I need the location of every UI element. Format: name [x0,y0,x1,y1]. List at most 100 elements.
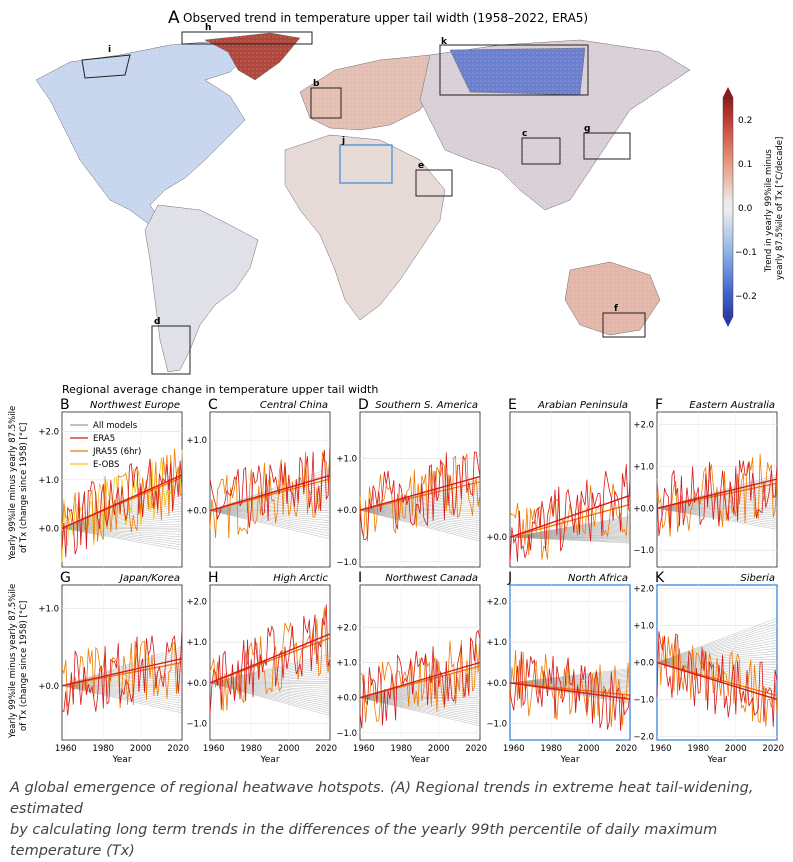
xtick-label: 1980 [687,744,709,754]
regional-title: Regional average change in temperature u… [62,383,378,396]
panel-letter: D [358,397,369,413]
region-label-d: d [154,317,160,327]
figure: A Observed trend in temperature upper ta… [0,0,793,811]
region-label-c: c [522,129,527,139]
colorbar-tick-4: −0.2 [735,292,757,302]
xtick-label: 2020 [465,744,487,754]
ytick-label: +0.0 [186,679,207,689]
ytick-label: +1.0 [186,638,207,648]
panel-title: High Arctic [273,573,328,584]
panel-letter: B [60,397,70,413]
panel-letter: E [508,397,517,413]
colorbar-tick-0: 0.2 [738,116,752,126]
legend-label: E-OBS [93,460,119,470]
map-stipple [30,35,710,380]
panel-letter: K [655,570,665,586]
ytick-label: +2.0 [186,597,207,607]
panel-letter: I [358,570,362,586]
panel-title: North Africa [568,573,628,584]
xtick-label: 2020 [167,744,189,754]
caption-line-1: A global emergence of regional heatwave … [10,778,785,820]
colorbar-top-arrow [723,87,733,97]
ytick-label: +2.0 [336,623,357,633]
colorbar-label-1: Trend in yearly 99%ile minus [764,149,774,273]
xtick-label: 1980 [92,744,114,754]
xtick-label: 1960 [353,744,375,754]
panel-title: Siberia [740,573,775,584]
figure-caption: A global emergence of regional heatwave … [10,778,785,862]
panel-title: Southern S. America [375,400,478,411]
ytick-label: +0.0 [336,694,357,704]
caption-line-2: by calculating long term trends in the d… [10,820,785,862]
panel-title: Northwest Canada [385,573,478,584]
xaxis-label: Year [706,755,726,765]
xtick-label: 2000 [130,744,152,754]
colorbar-gradient [723,97,733,317]
region-label-h: h [205,23,211,33]
region-label-e: e [418,161,424,171]
panel-letter: H [208,570,219,586]
xtick-label: 2000 [428,744,450,754]
xaxis-label: Year [409,755,429,765]
region-label-k: k [441,37,448,47]
ytick-label: +1.0 [336,455,357,465]
ytick-label: −1.0 [336,729,357,739]
ytick-label: +2.0 [633,585,654,595]
ytick-label: −1.0 [186,720,207,730]
xtick-label: 1960 [503,744,525,754]
xaxis-label: Year [559,755,579,765]
region-label-j: j [341,136,345,146]
panel-letter: G [60,570,71,586]
colorbar-tick-3: −0.1 [735,248,757,258]
panel-letter: F [655,397,663,413]
xtick-label: 1960 [650,744,672,754]
ytick-label: +2.0 [38,427,59,437]
xaxis-label: Year [259,755,279,765]
xtick-label: 1960 [203,744,225,754]
panel-title: Northwest Europe [90,400,180,411]
ytick-label: +1.0 [633,462,654,472]
colorbar-tick-1: 0.1 [738,160,752,170]
panel-a-map: A Observed trend in temperature upper ta… [30,8,785,380]
ytick-label: +0.0 [38,682,59,692]
ytick-label: −1.0 [486,720,507,730]
ytick-label: −1.0 [633,695,654,705]
ytick-label: +1.0 [486,638,507,648]
ytick-label: −2.0 [633,732,654,742]
ytick-label: +1.0 [633,622,654,632]
xtick-label: 1980 [390,744,412,754]
xtick-label: 2020 [615,744,637,754]
xtick-label: 1980 [240,744,262,754]
panel-I: −1.0 +0.0 +1.0 +2.0 1960 1980 2000 2020 Year I Nor… [336,570,487,765]
ytick-label: +2.0 [633,421,654,431]
legend-label: JRA55 (6hr) [92,447,141,457]
ylabel-top-1: Yearly 99%ile minus yearly 87.5%ile [8,406,18,561]
panel-title: Eastern Australia [689,400,775,411]
ytick-label: +1.0 [38,604,59,614]
xtick-label: 2020 [762,744,784,754]
legend-label: All models [93,421,138,431]
region-label-f: f [614,304,618,314]
panel-title: Arabian Peninsula [537,400,628,411]
ytick-label: +1.0 [336,659,357,669]
regional-panels: +0.0 +1.0 +2.0 B Northwest Europe +0.0 +1.0 C Ce… [38,397,784,765]
xaxis-label: Year [111,755,131,765]
ytick-label: +0.0 [38,524,59,534]
colorbar-bottom-arrow [723,317,733,327]
legend-label: ERA5 [93,434,115,444]
panel-letter: J [507,570,512,586]
xtick-label: 2000 [578,744,600,754]
panel-title: Central China [260,400,328,411]
region-label-g: g [584,124,590,134]
ytick-label: +0.0 [486,679,507,689]
ylabel-top-2: of Tx (change since 1958) [°C] [19,423,29,553]
ytick-label: −1.0 [633,546,654,556]
panel-letter: C [208,397,218,413]
